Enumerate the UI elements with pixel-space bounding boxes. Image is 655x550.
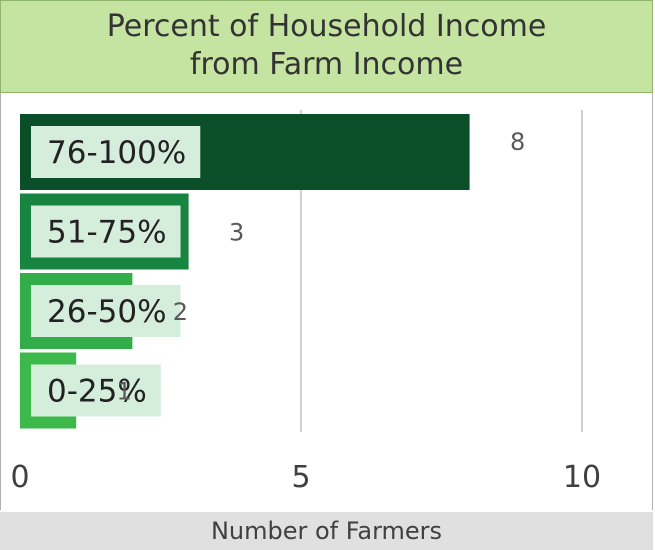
chart-title-box: Percent of Household Income from Farm In…	[0, 0, 653, 93]
category-label-2: 26-50%	[47, 294, 167, 330]
x-tick-label-2: 10	[563, 460, 601, 495]
value-label-0: 8	[510, 128, 525, 156]
category-label-3: 0-25%	[47, 374, 147, 410]
category-label-1: 51-75%	[47, 215, 167, 251]
category-label-0: 76-100%	[47, 135, 186, 171]
category-label-box-1	[31, 205, 181, 258]
x-tick-label-0: 0	[10, 460, 29, 495]
x-tick-label-1: 5	[291, 460, 310, 495]
category-label-box-2	[31, 285, 181, 337]
value-label-2: 2	[173, 298, 188, 326]
x-axis-label: Number of Farmers	[210, 517, 443, 545]
category-label-box-3	[31, 364, 161, 417]
chart-title: Percent of Household Income from Farm In…	[106, 8, 547, 82]
value-label-3: 1	[117, 378, 132, 406]
bar-chart: 76-100% 851-75% 326-50% 20-25%10 5 10	[10, 110, 601, 495]
category-label-box-0	[31, 126, 201, 178]
x-axis-label-box: Number of Farmers	[0, 512, 653, 550]
plot-area-border	[0, 93, 653, 510]
value-label-1: 3	[229, 219, 244, 247]
